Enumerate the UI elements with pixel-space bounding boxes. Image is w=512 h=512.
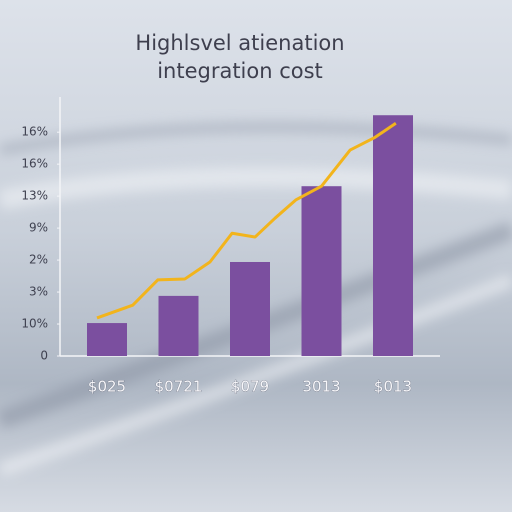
bar — [373, 115, 413, 357]
y-tick-label: 13% — [21, 189, 48, 203]
y-tick-label: 10% — [21, 317, 48, 331]
bar — [301, 186, 342, 356]
x-tick-label: $025 — [88, 378, 126, 396]
y-tick-label: 3% — [29, 285, 48, 299]
chart-title: integration cost — [157, 59, 323, 83]
x-tick-label: $013 — [374, 378, 412, 396]
y-tick-label: 16% — [21, 125, 48, 139]
x-tick-label: $079 — [231, 378, 269, 396]
x-tick-label: 3013 — [302, 378, 340, 396]
bar — [87, 323, 127, 356]
y-tick-label: 0 — [40, 349, 48, 363]
x-tick-label: $0721 — [155, 378, 203, 396]
y-tick-label: 2% — [29, 253, 48, 267]
y-tick-label: 16% — [21, 157, 48, 171]
y-tick-label: 9% — [29, 221, 48, 235]
bar — [230, 261, 270, 356]
trend-line — [96, 121, 397, 320]
chart-title: Highlsvel atienation — [135, 31, 344, 55]
bar — [158, 295, 199, 356]
